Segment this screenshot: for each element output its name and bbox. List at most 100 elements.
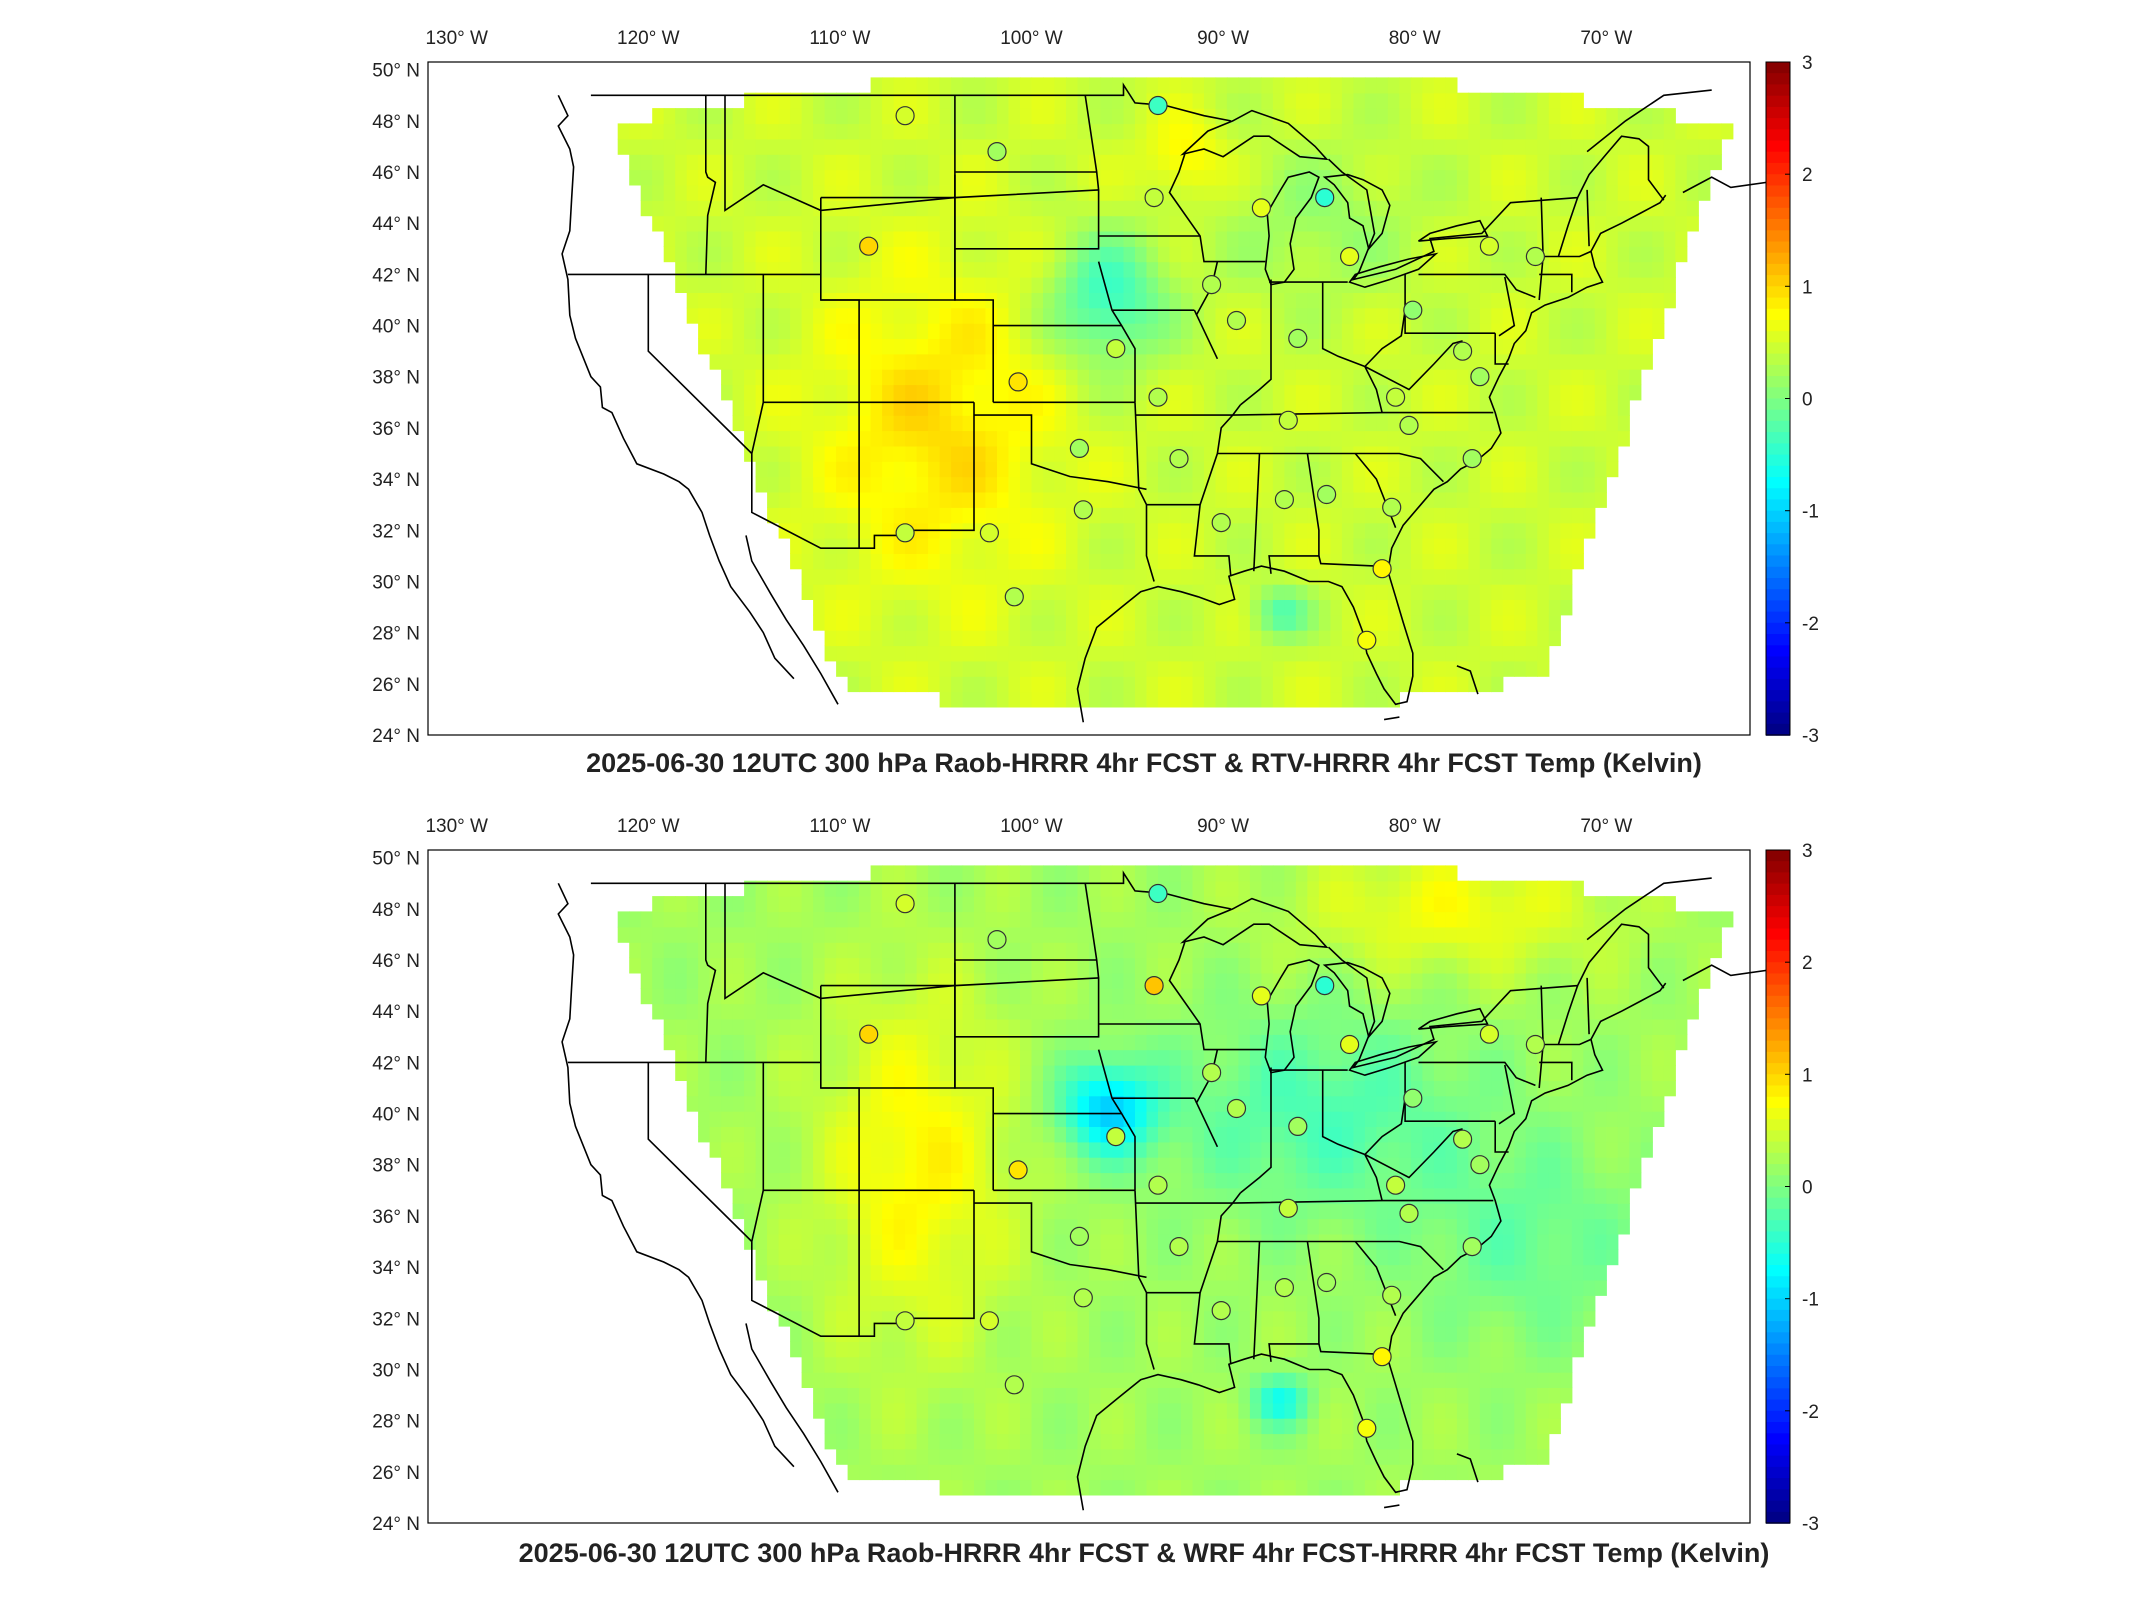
- lat-tick-label: 28° N: [372, 1412, 420, 1433]
- lon-tick-label: 100° W: [1000, 816, 1063, 837]
- raob-station-marker: [1316, 1272, 1337, 1293]
- raob-station-marker: [979, 1311, 1000, 1331]
- lat-tick-label: 48° N: [372, 112, 420, 133]
- raob-station-marker: [1069, 1226, 1090, 1247]
- raob-station-marker: [1278, 1198, 1298, 1218]
- lat-tick-label: 30° N: [372, 573, 420, 594]
- raob-station-marker: [1288, 1116, 1308, 1137]
- colorbar-tick-label: 0: [1802, 1178, 1813, 1199]
- raob-station-marker: [1382, 497, 1402, 517]
- raob-station-marker: [1004, 587, 1024, 607]
- map-panel-2: 130° W 120° W 110° W 100° W 90° W 80° W 70° W 5…: [372, 816, 1819, 1568]
- raob-station-marker: [1274, 490, 1295, 510]
- lat-tick-label: 38° N: [372, 1156, 420, 1177]
- raob-station-marker: [1211, 512, 1231, 533]
- raob-station-marker: [1069, 438, 1090, 458]
- raob-station-marker: [1211, 1300, 1231, 1321]
- raob-station-marker: [1382, 1285, 1402, 1305]
- raob-station-marker: [1226, 1098, 1247, 1119]
- lon-tick-label: 130° W: [425, 816, 488, 837]
- lat-tick-label: 44° N: [372, 214, 420, 235]
- raob-station-marker: [1201, 1062, 1222, 1083]
- raob-station-marker: [1462, 1236, 1482, 1257]
- lat-tick-label: 34° N: [372, 1258, 420, 1279]
- raob-station-marker: [1004, 1375, 1024, 1395]
- raob-station-marker: [895, 523, 915, 543]
- raob-stations: [859, 95, 1546, 650]
- colorbar-tick-label: 3: [1802, 53, 1813, 74]
- raob-station-marker: [895, 106, 915, 126]
- raob-station-marker: [1385, 1175, 1406, 1195]
- raob-station-marker: [1274, 1277, 1295, 1298]
- lon-tick-label: 110° W: [809, 28, 870, 49]
- panel-title: 2025-06-30 12UTC 300 hPa Raob-HRRR 4hr F…: [586, 748, 1702, 778]
- lon-tick-label: 90° W: [1197, 28, 1249, 49]
- lat-tick-label: 40° N: [372, 317, 420, 338]
- colorbar-tick-label: 0: [1802, 390, 1813, 411]
- raob-station-marker: [859, 1024, 879, 1044]
- raob-station-marker: [1278, 410, 1298, 430]
- map-panel-1: 130° W 120° W 110° W 100° W 90° W 80° W 70° W 5…: [372, 28, 1819, 778]
- colorbar-tick-label: -2: [1802, 1402, 1819, 1423]
- raob-station-marker: [1148, 387, 1168, 407]
- raob-station-marker: [1452, 1129, 1473, 1149]
- raob-station-marker: [1201, 275, 1222, 295]
- raob-station-marker: [987, 929, 1007, 950]
- lat-tick-label: 36° N: [372, 419, 420, 440]
- panel-title: 2025-06-30 12UTC 300 hPa Raob-HRRR 4hr F…: [519, 1538, 1770, 1568]
- raob-station-marker: [1385, 387, 1406, 407]
- raob-station-marker: [1372, 1347, 1392, 1367]
- lat-tick-label: 26° N: [372, 675, 420, 696]
- lat-tick-label: 38° N: [372, 368, 420, 389]
- colorbar-tick-label: -3: [1802, 726, 1819, 747]
- lon-tick-label: 90° W: [1197, 816, 1249, 837]
- raob-station-marker: [1339, 246, 1360, 267]
- raob-station-marker: [1106, 1126, 1126, 1147]
- raob-station-marker: [1144, 975, 1164, 996]
- raob-station-marker: [1315, 975, 1335, 996]
- raob-station-marker: [1073, 1288, 1093, 1308]
- temperature-difference-field: [617, 77, 1734, 708]
- raob-station-marker: [1144, 188, 1164, 208]
- map-frame: [427, 61, 1751, 736]
- lat-tick-label: 50° N: [372, 849, 420, 870]
- colorbar-tick-label: 3: [1802, 841, 1813, 862]
- raob-station-marker: [1226, 310, 1247, 331]
- raob-station-marker: [1169, 449, 1189, 469]
- raob-station-marker: [1251, 198, 1272, 218]
- lat-tick-label: 42° N: [372, 265, 420, 286]
- map-frame: [427, 849, 1751, 1524]
- lat-tick-label: 36° N: [372, 1207, 420, 1228]
- raob-station-marker: [1288, 328, 1308, 348]
- raob-station-marker: [1479, 1024, 1500, 1044]
- raob-station-marker: [1008, 1160, 1028, 1180]
- raob-station-marker: [1251, 986, 1272, 1006]
- lon-tick-label: 80° W: [1389, 816, 1441, 837]
- raob-station-marker: [1470, 1155, 1490, 1175]
- raob-station-marker: [1357, 630, 1377, 650]
- raob-station-marker: [1315, 188, 1335, 208]
- lat-tick-label: 32° N: [372, 1309, 420, 1330]
- raob-station-marker: [1372, 559, 1392, 579]
- temperature-difference-field: [617, 865, 1734, 1496]
- colorbar-tick-label: 2: [1802, 165, 1813, 186]
- raob-station-marker: [1452, 341, 1473, 361]
- lon-tick-label: 120° W: [617, 28, 680, 49]
- lat-tick-label: 48° N: [372, 900, 420, 921]
- colorbar: 3 2 1 0 -1 -2 -3: [1765, 53, 1819, 747]
- raob-station-marker: [1073, 500, 1093, 520]
- lat-tick-label: 32° N: [372, 521, 420, 542]
- lon-tick-label: 80° W: [1389, 28, 1441, 49]
- raob-station-marker: [987, 142, 1007, 162]
- raob-station-marker: [1462, 449, 1482, 469]
- lat-tick-label: 46° N: [372, 163, 420, 184]
- raob-station-marker: [895, 1311, 915, 1331]
- lon-tick-label: 110° W: [809, 816, 870, 837]
- raob-station-marker: [1169, 1236, 1189, 1257]
- raob-station-marker: [859, 236, 879, 256]
- lat-tick-label: 40° N: [372, 1105, 420, 1126]
- lon-tick-label: 130° W: [425, 28, 488, 49]
- raob-station-marker: [895, 894, 915, 914]
- colorbar-tick-label: -3: [1802, 1514, 1819, 1535]
